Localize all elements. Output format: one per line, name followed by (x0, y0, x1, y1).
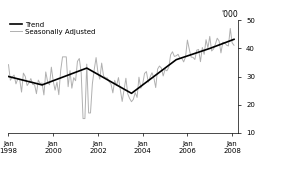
Trend (217, 44, 221, 46)
Seasonally Adjusted (152, 77, 156, 79)
Legend: Trend, Seasonally Adjusted: Trend, Seasonally Adjusted (10, 22, 96, 35)
Seasonally Adjusted (7, 64, 10, 66)
Seasonally Adjusted (229, 28, 232, 30)
Trend (232, 38, 236, 40)
Trend (132, 91, 135, 93)
Line: Trend: Trend (8, 39, 234, 93)
Seasonally Adjusted (59, 70, 62, 72)
Seasonally Adjusted (217, 40, 221, 42)
Trend (59, 77, 62, 79)
Trend (7, 75, 10, 78)
Seasonally Adjusted (132, 98, 135, 100)
Text: '000: '000 (221, 10, 238, 19)
Trend (80, 69, 83, 71)
Line: Seasonally Adjusted: Seasonally Adjusted (8, 29, 234, 119)
Trend (152, 75, 156, 78)
Trend (130, 92, 133, 94)
Seasonally Adjusted (80, 71, 83, 73)
Seasonally Adjusted (81, 118, 85, 120)
Seasonally Adjusted (227, 45, 230, 47)
Seasonally Adjusted (232, 44, 236, 46)
Trend (227, 40, 230, 42)
